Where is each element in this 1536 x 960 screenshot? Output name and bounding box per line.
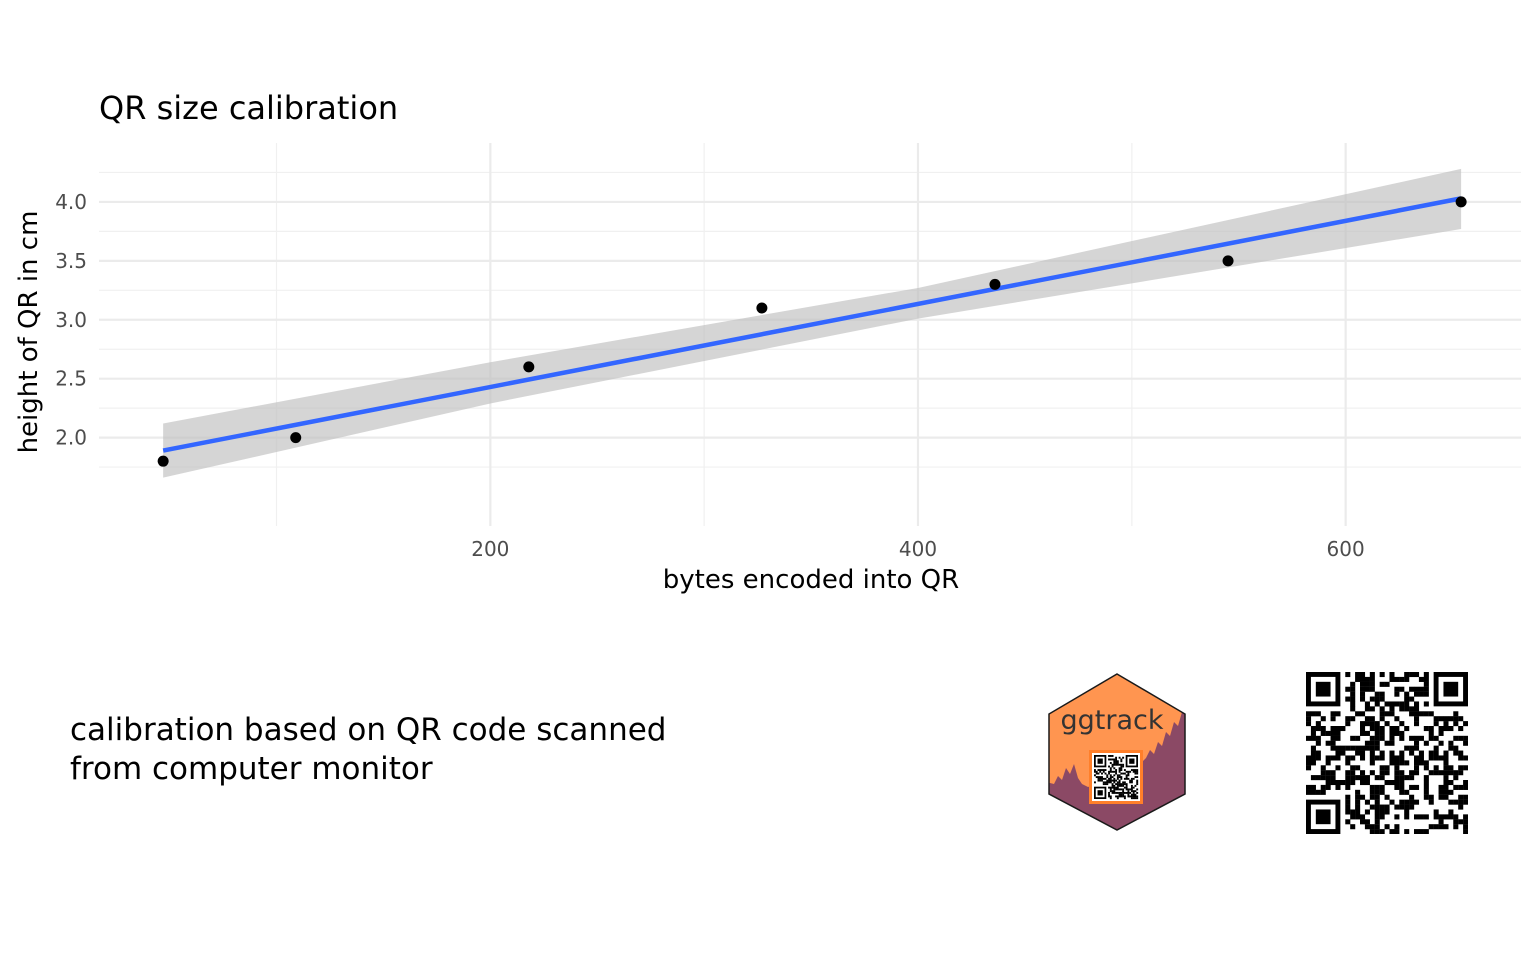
y-tick-label: 4.0 (55, 190, 87, 214)
x-axis-label: bytes encoded into QR (663, 565, 959, 595)
y-axis-ticks: 2.0 2.5 3.0 3.5 4.0 (55, 190, 87, 450)
x-tick-label: 200 (471, 537, 509, 561)
y-tick-label: 3.5 (55, 249, 87, 273)
qr-code-icon (1306, 672, 1468, 834)
logo-text: ggtrack (1061, 705, 1164, 736)
data-point (756, 302, 768, 314)
y-axis-label: height of QR in cm (14, 211, 44, 454)
data-point (157, 455, 169, 467)
y-tick-label: 2.5 (55, 367, 87, 391)
chart-title: QR size calibration (99, 89, 398, 127)
caption-line-1: calibration based on QR code scanned (70, 712, 667, 748)
data-point (523, 361, 535, 373)
data-point (290, 432, 302, 444)
chart: QR size calibration 2.0 2.5 3.0 3.5 4.0 200 4… (14, 89, 1521, 595)
y-tick-label: 2.0 (55, 426, 87, 450)
x-tick-label: 600 (1327, 537, 1365, 561)
caption-line-2: from computer monitor (70, 751, 433, 787)
x-tick-label: 400 (899, 537, 937, 561)
data-point (1222, 255, 1234, 267)
data-point (989, 278, 1001, 290)
ggtrack-logo: ggtrack (1048, 673, 1186, 831)
logo-qr-icon (1094, 754, 1139, 800)
y-tick-label: 3.0 (55, 308, 87, 332)
data-point (1455, 196, 1467, 208)
data-points (157, 196, 1467, 467)
logo-mountain (1049, 708, 1185, 830)
caption: calibration based on QR code scanned fro… (70, 711, 770, 789)
x-axis-ticks: 200 400 600 (471, 537, 1365, 561)
trend-line (162, 196, 1462, 453)
